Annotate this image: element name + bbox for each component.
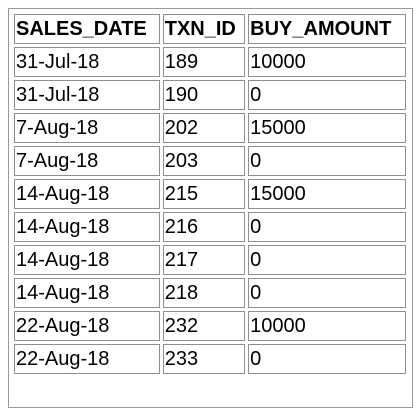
table-row: 31-Jul-18 189 10000	[14, 47, 406, 77]
cell-txn-id: 203	[162, 146, 246, 176]
cell-sales-date: 31-Jul-18	[14, 80, 160, 110]
table-row: 31-Jul-18 190 0	[14, 80, 406, 110]
table-row: 7-Aug-18 203 0	[14, 146, 406, 176]
cell-sales-date: 22-Aug-18	[14, 344, 160, 374]
cell-buy-amount: 10000	[248, 311, 406, 341]
header-buy-amount: BUY_AMOUNT	[248, 14, 406, 44]
cell-buy-amount: 0	[248, 344, 406, 374]
cell-txn-id: 216	[162, 212, 246, 242]
cell-buy-amount: 0	[248, 212, 406, 242]
cell-sales-date: 7-Aug-18	[14, 113, 160, 143]
header-row: SALES_DATE TXN_ID BUY_AMOUNT	[14, 14, 406, 44]
table-row: 7-Aug-18 202 15000	[14, 113, 406, 143]
cell-sales-date: 14-Aug-18	[14, 278, 160, 308]
cell-txn-id: 233	[162, 344, 246, 374]
table-row: 22-Aug-18 233 0	[14, 344, 406, 374]
cell-txn-id: 215	[162, 179, 246, 209]
cell-buy-amount: 0	[248, 245, 406, 275]
cell-buy-amount: 15000	[248, 179, 406, 209]
table-row: 14-Aug-18 216 0	[14, 212, 406, 242]
header-txn-id: TXN_ID	[162, 14, 246, 44]
cell-sales-date: 14-Aug-18	[14, 179, 160, 209]
cell-txn-id: 202	[162, 113, 246, 143]
cell-sales-date: 14-Aug-18	[14, 212, 160, 242]
cell-txn-id: 190	[162, 80, 246, 110]
cell-txn-id: 189	[162, 47, 246, 77]
table-row: 14-Aug-18 217 0	[14, 245, 406, 275]
cell-sales-date: 7-Aug-18	[14, 146, 160, 176]
cell-buy-amount: 0	[248, 80, 406, 110]
cell-txn-id: 218	[162, 278, 246, 308]
table-row: 14-Aug-18 215 15000	[14, 179, 406, 209]
cell-sales-date: 22-Aug-18	[14, 311, 160, 341]
header-sales-date: SALES_DATE	[14, 14, 160, 44]
cell-txn-id: 217	[162, 245, 246, 275]
cell-txn-id: 232	[162, 311, 246, 341]
table-container: SALES_DATE TXN_ID BUY_AMOUNT 31-Jul-18 1…	[8, 8, 413, 408]
table-row: 22-Aug-18 232 10000	[14, 311, 406, 341]
cell-sales-date: 31-Jul-18	[14, 47, 160, 77]
cell-buy-amount: 10000	[248, 47, 406, 77]
cell-buy-amount: 0	[248, 278, 406, 308]
cell-buy-amount: 15000	[248, 113, 406, 143]
cell-sales-date: 14-Aug-18	[14, 245, 160, 275]
cell-buy-amount: 0	[248, 146, 406, 176]
sales-table: SALES_DATE TXN_ID BUY_AMOUNT 31-Jul-18 1…	[11, 11, 409, 377]
table-row: 14-Aug-18 218 0	[14, 278, 406, 308]
